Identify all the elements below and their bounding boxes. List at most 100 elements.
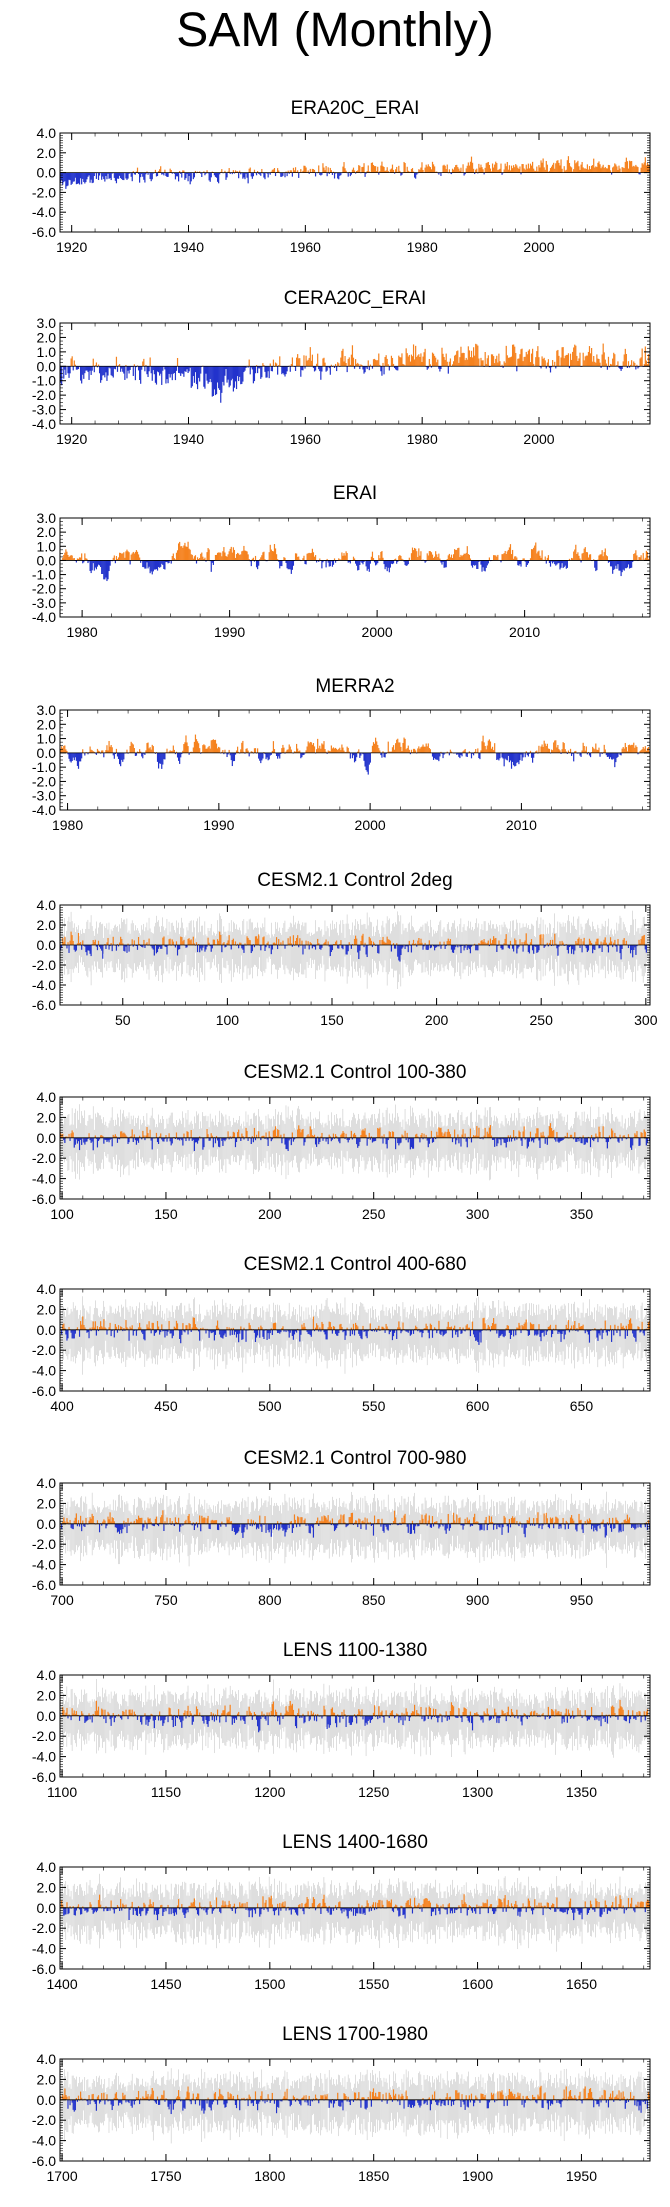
positive-bar [469,161,472,173]
negative-bar [398,1137,400,1146]
positive-bar [64,745,66,753]
negative-bar [224,1137,226,1142]
negative-bar [258,752,260,759]
negative-bar [369,752,371,763]
negative-bar [574,945,576,951]
positive-bar [622,361,624,367]
negative-bar [440,945,442,949]
positive-bar [160,1133,162,1138]
y-tick-label: 2.0 [37,524,57,540]
positive-bar [143,939,145,945]
negative-bar [366,560,368,571]
positive-bar [349,364,351,367]
negative-bar [242,945,244,950]
positive-bar [307,941,309,945]
positive-bar [449,358,452,367]
negative-bar [587,945,590,951]
positive-bar [382,751,384,753]
positive-bar [619,168,621,173]
positive-bar [434,1136,436,1138]
positive-bar [428,358,430,367]
positive-bar [330,364,332,367]
negative-bar [64,366,66,370]
negative-bar [132,366,134,376]
negative-bar [74,945,76,952]
positive-bar [317,738,319,753]
negative-bar [445,945,447,947]
positive-bar [63,745,65,753]
negative-bar [628,560,631,569]
negative-bar [233,752,236,762]
positive-bar [628,160,631,173]
positive-bar [357,751,359,753]
negative-bar [405,560,407,566]
positive-bar [406,353,408,367]
positive-bar [564,355,566,367]
negative-bar [165,172,167,176]
positive-bar [563,743,565,753]
positive-bar [94,1135,96,1138]
positive-bar [386,167,388,173]
positive-bar [488,164,491,173]
positive-bar [192,936,194,945]
negative-bar [165,945,167,948]
positive-bar [246,936,248,945]
positive-bar [543,357,545,367]
negative-bar [537,945,539,953]
positive-bar [136,751,139,753]
negative-bar [550,945,553,947]
negative-bar [137,172,140,175]
positive-bar [546,942,548,945]
positive-bar [382,166,384,173]
positive-bar [560,159,562,173]
positive-bar [310,360,312,367]
negative-bar [552,560,554,564]
positive-bar [597,162,599,173]
positive-bar [252,557,255,561]
negative-bar [250,945,252,954]
positive-bar [358,749,360,753]
positive-bar [356,363,358,367]
positive-bar [294,940,297,945]
positive-bar [407,745,409,753]
positive-bar [62,1133,64,1138]
positive-bar [636,746,638,753]
positive-bar [142,361,144,367]
positive-bar [445,1136,447,1138]
negative-bar [366,752,368,772]
positive-bar [182,547,184,561]
negative-bar [153,945,155,956]
negative-bar [284,172,286,178]
positive-bar [557,744,559,753]
positive-bar [505,166,507,173]
positive-bar [263,1135,265,1138]
positive-bar [242,740,244,753]
positive-bar [300,1132,302,1138]
negative-bar [479,752,481,760]
positive-bar [213,740,216,753]
negative-bar [257,560,259,570]
negative-bar [222,366,224,382]
positive-bar [540,160,542,173]
positive-bar [474,943,476,945]
negative-bar [467,945,469,948]
negative-bar [274,172,277,177]
negative-bar [397,1137,399,1144]
positive-bar [261,555,263,561]
negative-bar [350,945,352,949]
negative-bar [209,945,211,947]
positive-bar [344,555,346,561]
positive-bar [244,550,246,561]
positive-bar [80,557,82,561]
positive-bar [644,746,646,753]
negative-bar [271,366,273,372]
positive-bar [131,1129,133,1138]
negative-bar [135,366,138,368]
positive-bar [583,548,585,561]
positive-bar [333,748,336,753]
negative-bar [78,1137,81,1151]
negative-bar [566,560,568,568]
negative-bar [290,1137,292,1146]
positive-bar [352,1134,355,1138]
negative-bar [430,366,433,368]
